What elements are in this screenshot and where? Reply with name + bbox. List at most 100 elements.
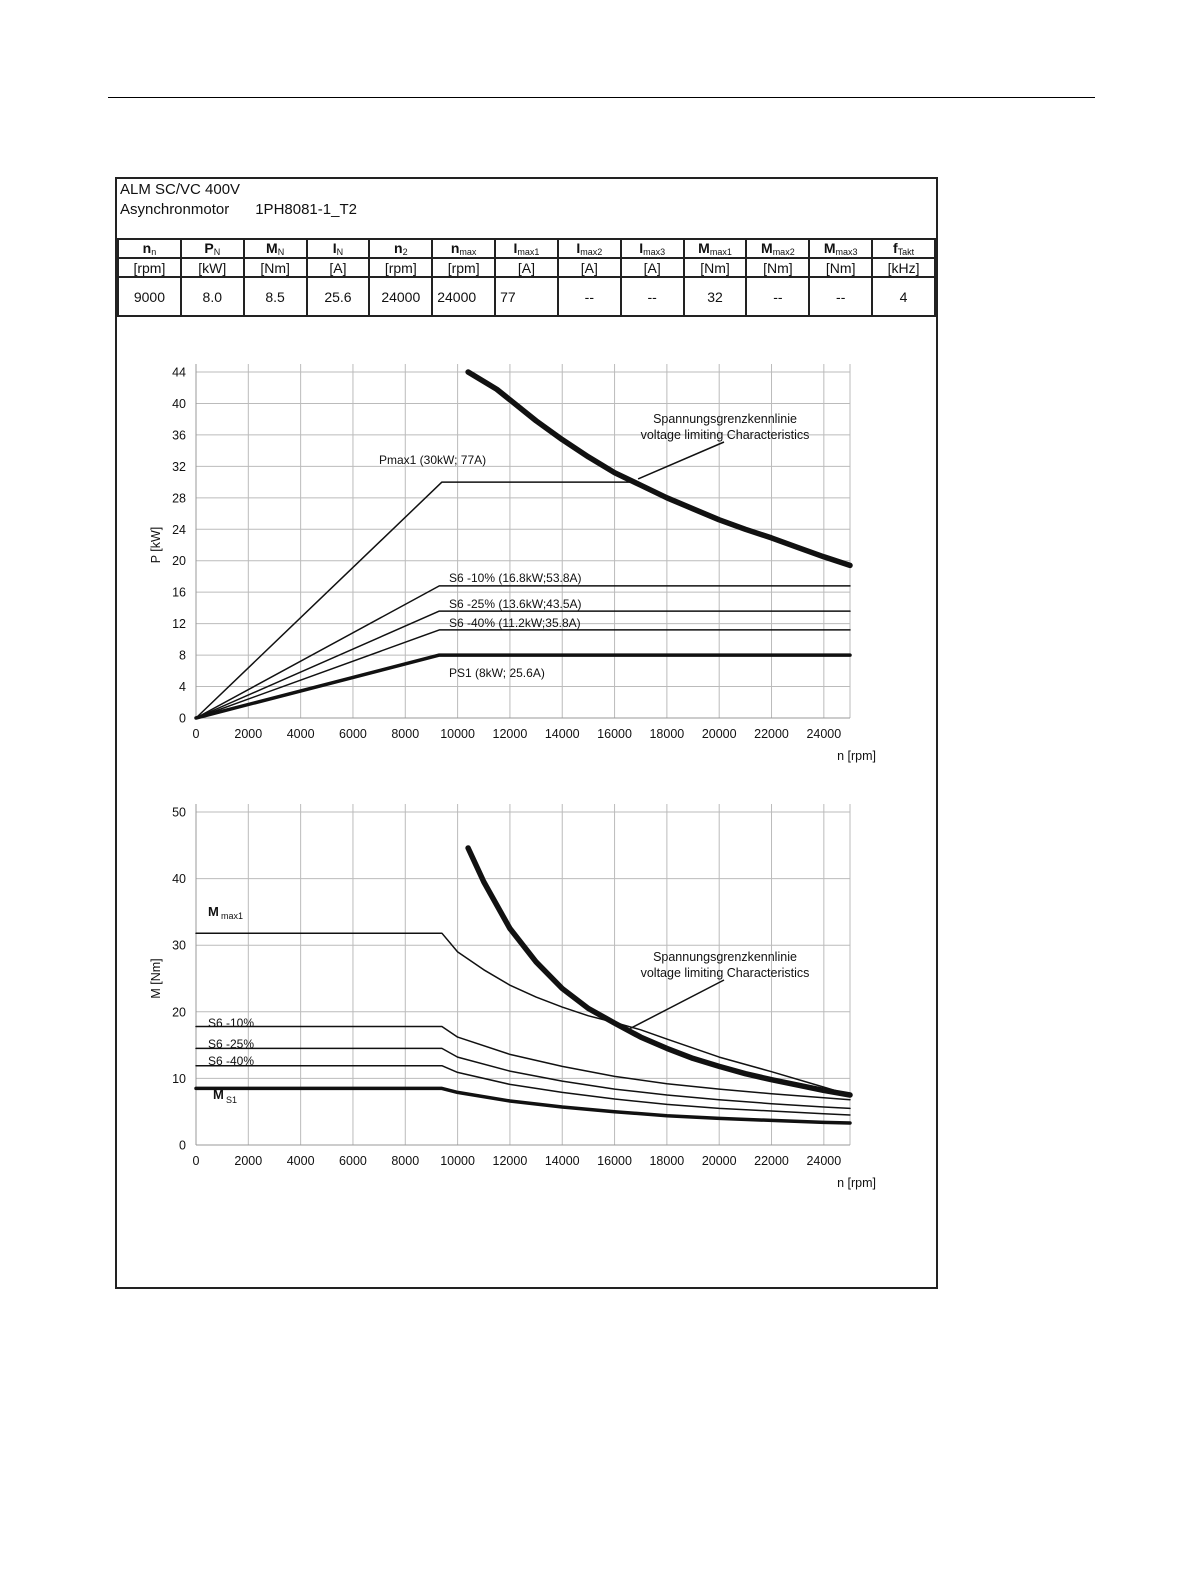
y-tick-label: 40: [172, 397, 186, 411]
series-line: [465, 369, 853, 569]
annotation-s6-10: S6 -10%: [208, 1016, 254, 1030]
spec-symbol-sub: 2: [402, 247, 408, 257]
spec-symbol-sub: max3: [643, 247, 666, 257]
spec-symbol: f: [892, 240, 898, 256]
spec-symbol: M: [266, 240, 278, 256]
spec-unit-cell: [Nm]: [745, 257, 811, 278]
spec-table: nn PN MN IN n2 nmax Imax1 Imax2 Imax3 Mmax1 Mmax2 M…: [117, 238, 936, 317]
x-tick-label: 6000: [339, 727, 367, 741]
y-tick-label: 28: [172, 491, 186, 505]
motor-model: 1PH8081-1_T2: [255, 201, 357, 218]
annotation-leader: [637, 441, 725, 480]
annotation-leader: [629, 979, 725, 1030]
y-tick-label: 20: [172, 1005, 186, 1019]
spec-symbol-cell: nn: [117, 238, 182, 259]
annotation-ms1: M: [213, 1087, 224, 1102]
spec-value-cell: 77: [494, 276, 559, 317]
spec-symbol-sub: max3: [835, 247, 858, 257]
x-axis-label: n [rpm]: [837, 1176, 876, 1190]
x-tick-label: 12000: [493, 1154, 528, 1168]
x-tick-label: 0: [193, 727, 200, 741]
spec-value-cell: 25.6: [305, 276, 371, 317]
spec-symbol: I: [332, 240, 337, 256]
spec-unit-cell: [Nm]: [808, 257, 874, 278]
x-tick-label: 4000: [287, 727, 315, 741]
supply-label: ALM SC/VC 400V: [120, 181, 241, 198]
x-tick-label: 22000: [754, 1154, 789, 1168]
series-line: [195, 610, 851, 719]
annotation-mmax1: M: [208, 904, 219, 919]
x-tick-label: 24000: [806, 1154, 841, 1168]
spec-unit-cell: [Nm]: [242, 257, 308, 278]
annotation-ms1-sub: S1: [226, 1095, 237, 1105]
annotation-s6-25: S6 -25%: [208, 1037, 254, 1051]
spec-unit-cell: [rpm]: [368, 257, 434, 278]
spec-unit-cell: [kW]: [179, 257, 245, 278]
spec-symbol-sub: max: [459, 247, 477, 257]
series-line: [195, 1064, 851, 1116]
spec-symbol-sub: N: [213, 247, 221, 257]
spec-unit-row: [rpm] [kW] [Nm] [A] [rpm] [rpm] [A] [A] [A] [Nm][…: [117, 257, 936, 278]
series-line: [195, 585, 851, 719]
x-tick-label: 12000: [493, 727, 528, 741]
x-tick-label: 20000: [702, 727, 737, 741]
datasheet-header: ALM SC/VC 400V Asynchronmotor 1PH8081-1_T…: [117, 179, 936, 239]
spec-value-cell: 32: [682, 276, 748, 317]
y-axis-label: P [kW]: [149, 527, 163, 564]
y-tick-label: 32: [172, 460, 186, 474]
annotation-s6-40: S6 -40% (11.2kW;35.8A): [449, 616, 581, 630]
annotation-s6-40: S6 -40%: [208, 1054, 254, 1068]
spec-value-cell: 9000: [117, 276, 182, 317]
spec-value-cell: --: [808, 276, 874, 317]
spec-symbol-cell: IN: [305, 238, 371, 259]
spec-symbol-sub: N: [336, 247, 344, 257]
annotation-vlc-de: Spannungsgrenzkennlinie: [653, 950, 797, 964]
series-line: [194, 1086, 852, 1125]
spec-symbol-cell: Imax2: [556, 238, 622, 259]
spec-value-row: 9000 8.0 8.5 25.6 24000 24000 77 -- -- 32 -- -- 4: [117, 276, 936, 317]
spec-symbol: I: [639, 240, 644, 256]
series-line: [195, 481, 634, 719]
spec-symbol: M: [823, 240, 836, 256]
series-line: [195, 932, 851, 1096]
series-line: [195, 1025, 851, 1101]
x-tick-label: 24000: [806, 727, 841, 741]
annotation-vlc-de: Spannungsgrenzkennlinie: [653, 412, 797, 426]
annotation-pmax1: Pmax1 (30kW; 77A): [379, 453, 486, 467]
spec-unit-cell: [A]: [305, 257, 371, 278]
motor-type: Asynchronmotor: [120, 201, 230, 218]
x-tick-label: 20000: [702, 1154, 737, 1168]
x-tick-label: 2000: [234, 1154, 262, 1168]
spec-unit-cell: [Nm]: [682, 257, 748, 278]
y-tick-label: 0: [179, 712, 186, 726]
y-tick-label: 16: [172, 586, 186, 600]
x-tick-label: 14000: [545, 1154, 580, 1168]
spec-unit-cell: [A]: [556, 257, 622, 278]
spec-unit-cell: [kHz]: [871, 257, 936, 278]
y-tick-label: 4: [179, 680, 186, 694]
spec-symbol-sub: n: [151, 247, 157, 257]
spec-symbol: n: [394, 240, 403, 256]
series-line: [195, 629, 851, 719]
y-axis-label: M [Nm]: [149, 958, 163, 998]
annotation-s6-25: S6 -25% (13.6kW;43.5A): [449, 597, 582, 611]
spec-symbol-cell: fTakt: [871, 238, 936, 259]
x-tick-label: 18000: [649, 1154, 684, 1168]
spec-symbol: I: [576, 240, 581, 256]
torque-chart: 0 10 20 30 40 50 0 2000 4000 6000 8000 10000 12000 14…: [149, 804, 876, 1190]
x-tick-label: 22000: [754, 727, 789, 741]
spec-symbol-sub: Takt: [897, 247, 915, 257]
spec-symbol-cell: Mmax3: [808, 238, 874, 259]
spec-value-cell: 8.5: [242, 276, 308, 317]
spec-value-cell: --: [556, 276, 622, 317]
spec-value-cell: 24000: [431, 276, 497, 317]
y-tick-label: 40: [172, 872, 186, 886]
x-tick-label: 8000: [391, 1154, 419, 1168]
datasheet-frame: ALM SC/VC 400V Asynchronmotor 1PH8081-1_T…: [115, 177, 938, 1289]
spec-symbol: n: [142, 240, 152, 256]
y-tick-label: 8: [179, 649, 186, 663]
spec-symbol-sub: max1: [709, 247, 732, 257]
y-tick-label: 24: [172, 523, 186, 537]
series-line: [194, 653, 852, 720]
